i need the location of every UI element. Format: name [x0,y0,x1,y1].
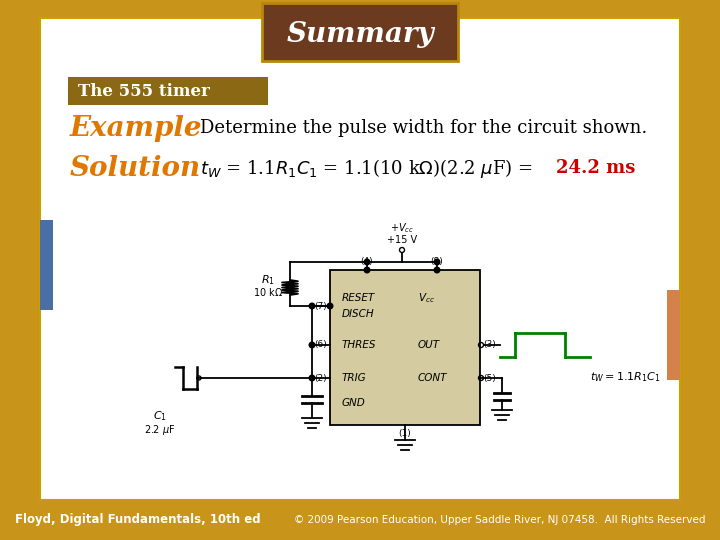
Circle shape [434,267,440,273]
FancyBboxPatch shape [262,3,458,61]
Text: OUT: OUT [418,340,440,350]
Text: $R_1$: $R_1$ [261,273,275,287]
Text: Example: Example [70,114,202,141]
Text: CONT: CONT [418,373,448,383]
Text: DISCH: DISCH [342,309,374,319]
Text: Floyd, Digital Fundamentals, 10th ed: Floyd, Digital Fundamentals, 10th ed [15,514,261,526]
Text: 10 k$\Omega$: 10 k$\Omega$ [253,286,283,298]
Text: Solution: Solution [70,154,201,181]
Text: (5): (5) [483,374,496,382]
Text: (7): (7) [314,301,327,310]
Text: +15 V: +15 V [387,235,417,245]
Text: THRES: THRES [342,340,377,350]
Bar [40,18,680,500]
Text: © 2009 Pearson Education, Upper Saddle River, NJ 07458.  All Rights Reserved: © 2009 Pearson Education, Upper Saddle R… [294,515,705,525]
Text: The 555 timer: The 555 timer [78,83,210,99]
Bar [68,77,268,105]
Text: (1): (1) [399,429,411,438]
Text: (2): (2) [315,374,327,382]
Text: (6): (6) [314,341,327,349]
Circle shape [309,342,315,348]
Text: $t_W$ = 1.1$R_1C_1$ = 1.1(10 k$\Omega$)(2.2 $\mu$F) =: $t_W$ = 1.1$R_1C_1$ = 1.1(10 k$\Omega$)(… [200,157,534,179]
Bar [667,290,680,380]
Text: GND: GND [342,398,366,408]
Text: RESET: RESET [342,293,375,303]
Text: 24.2 ms: 24.2 ms [556,159,635,177]
Text: Determine the pulse width for the circuit shown.: Determine the pulse width for the circui… [200,119,647,137]
Bar [330,270,480,425]
Circle shape [364,259,370,265]
Circle shape [309,303,315,309]
Text: (4): (4) [361,257,373,266]
Bar [0,500,720,540]
Text: TRIG: TRIG [342,373,366,383]
Text: (8): (8) [431,257,444,266]
Text: $V_{cc}$: $V_{cc}$ [418,291,435,305]
Bar [40,220,53,310]
Text: $+V_{cc}$: $+V_{cc}$ [390,221,414,235]
Circle shape [309,375,315,381]
Text: (3): (3) [483,341,496,349]
Circle shape [434,259,440,265]
Text: $t_W = 1.1R_1C_1$: $t_W = 1.1R_1C_1$ [590,370,661,384]
Text: 2.2 $\mu$F: 2.2 $\mu$F [144,423,176,437]
Text: $C_1$: $C_1$ [153,409,167,423]
Circle shape [327,303,333,309]
Text: Summary: Summary [286,22,434,49]
Circle shape [364,267,370,273]
